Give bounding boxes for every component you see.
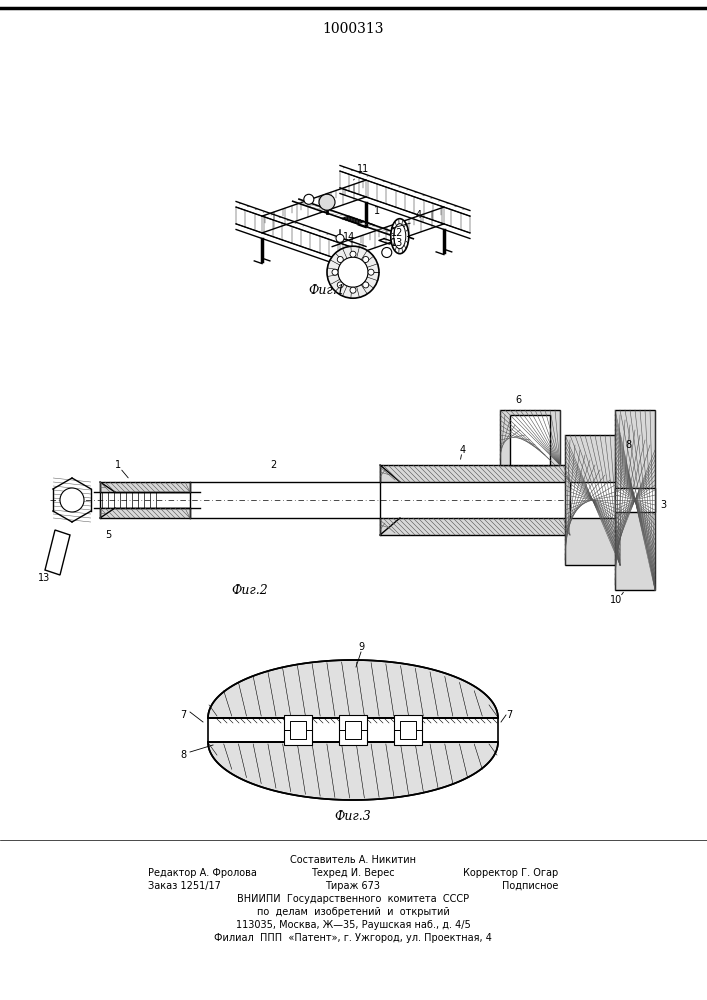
- Circle shape: [368, 269, 374, 275]
- Text: Фиг.1: Фиг.1: [309, 284, 346, 297]
- Bar: [380, 465, 570, 482]
- Text: 5: 5: [105, 530, 111, 540]
- Text: 1: 1: [115, 460, 121, 470]
- Text: Филиал  ППП  «Патент», г. Ужгород, ул. Проектная, 4: Филиал ППП «Патент», г. Ужгород, ул. Про…: [214, 933, 492, 943]
- Text: 13: 13: [38, 573, 50, 583]
- Text: Фиг.2: Фиг.2: [232, 584, 269, 596]
- Text: 1: 1: [374, 206, 380, 216]
- Text: 12: 12: [391, 228, 404, 238]
- Text: 11: 11: [354, 164, 369, 180]
- Circle shape: [336, 234, 344, 242]
- Ellipse shape: [327, 246, 379, 298]
- Text: 14: 14: [344, 232, 356, 242]
- Circle shape: [363, 256, 369, 262]
- Text: 13: 13: [391, 238, 403, 248]
- Ellipse shape: [391, 219, 409, 254]
- Text: 10: 10: [610, 595, 622, 605]
- Text: ВНИИПИ  Государственного  комитета  СССР: ВНИИПИ Государственного комитета СССР: [237, 894, 469, 904]
- Text: 2: 2: [270, 460, 276, 470]
- Text: 7: 7: [506, 710, 513, 720]
- Bar: [615, 488, 655, 512]
- Bar: [284, 715, 312, 745]
- Circle shape: [337, 256, 344, 262]
- Polygon shape: [45, 530, 70, 575]
- Text: по  делам  изобретений  и  открытий: по делам изобретений и открытий: [257, 907, 450, 917]
- Bar: [339, 715, 367, 745]
- Bar: [615, 410, 655, 590]
- Text: Редактор А. Фролова: Редактор А. Фролова: [148, 868, 257, 878]
- Text: 8: 8: [625, 440, 631, 450]
- Circle shape: [350, 287, 356, 293]
- Bar: [570, 482, 620, 518]
- Text: 9: 9: [358, 642, 364, 652]
- Bar: [565, 435, 620, 565]
- Text: Техред И. Верес: Техред И. Верес: [311, 868, 395, 878]
- Text: 6: 6: [515, 395, 521, 405]
- Polygon shape: [208, 660, 498, 718]
- Circle shape: [304, 194, 314, 204]
- Text: 7: 7: [180, 710, 186, 720]
- Circle shape: [332, 269, 338, 275]
- Text: 113035, Москва, Ж—35, Раушская наб., д. 4/5: 113035, Москва, Ж—35, Раушская наб., д. …: [235, 920, 470, 930]
- Bar: [500, 410, 560, 465]
- Text: Тираж 673: Тираж 673: [325, 881, 380, 891]
- Bar: [100, 508, 190, 518]
- Circle shape: [363, 282, 369, 288]
- Ellipse shape: [394, 224, 406, 249]
- Bar: [510, 415, 550, 465]
- Circle shape: [350, 251, 356, 257]
- Polygon shape: [208, 742, 498, 800]
- Text: 4: 4: [415, 210, 421, 220]
- Text: 1000313: 1000313: [322, 22, 384, 36]
- Circle shape: [60, 488, 84, 512]
- Bar: [100, 482, 190, 492]
- Ellipse shape: [338, 257, 368, 287]
- Text: Составитель А. Никитин: Составитель А. Никитин: [290, 855, 416, 865]
- Text: Фиг.3: Фиг.3: [334, 810, 371, 822]
- Text: 4: 4: [460, 445, 466, 455]
- Text: Подписное: Подписное: [502, 881, 558, 891]
- Bar: [380, 518, 570, 535]
- Text: Заказ 1251/17: Заказ 1251/17: [148, 881, 221, 891]
- Circle shape: [382, 247, 392, 257]
- Text: Корректор Г. Огар: Корректор Г. Огар: [463, 868, 558, 878]
- Circle shape: [319, 194, 335, 210]
- Bar: [394, 715, 422, 745]
- Text: 8: 8: [180, 750, 186, 760]
- Circle shape: [337, 282, 344, 288]
- Text: 3: 3: [660, 500, 666, 510]
